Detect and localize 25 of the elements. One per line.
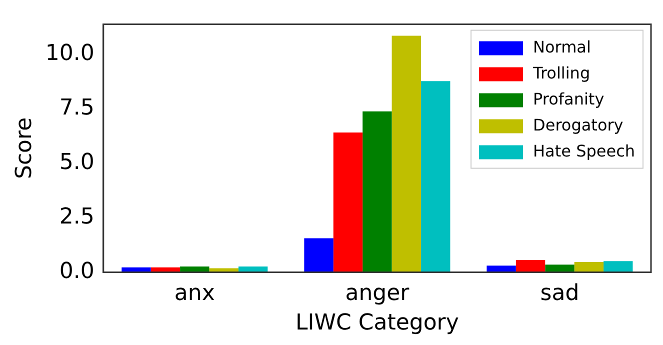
- bar: [333, 132, 363, 272]
- bar: [604, 261, 633, 272]
- x-tick-label: anger: [345, 281, 410, 306]
- x-tick-label: sad: [540, 281, 580, 306]
- y-axis-title: Score: [12, 117, 37, 180]
- x-tick-label: anx: [174, 281, 215, 306]
- bar: [486, 266, 516, 272]
- y-tick-label: 5.0: [59, 150, 94, 175]
- bar: [545, 264, 574, 272]
- legend-label: Normal: [533, 37, 591, 56]
- bar: [304, 238, 334, 272]
- y-tick-label: 2.5: [59, 204, 94, 230]
- bar: [362, 111, 392, 272]
- bar: [421, 81, 450, 272]
- bar: [516, 260, 546, 272]
- y-tick-label: 7.5: [59, 95, 94, 120]
- x-axis-title: LIWC Category: [296, 310, 459, 336]
- legend-label: Profanity: [533, 89, 604, 108]
- legend-label: Hate Speech: [533, 141, 636, 160]
- bar: [574, 262, 604, 272]
- y-tick-label: 0.0: [59, 258, 94, 284]
- legend-label: Trolling: [532, 63, 590, 82]
- legend-label: Derogatory: [533, 115, 624, 134]
- bar: [392, 36, 421, 272]
- y-tick-label: 10.0: [45, 40, 94, 66]
